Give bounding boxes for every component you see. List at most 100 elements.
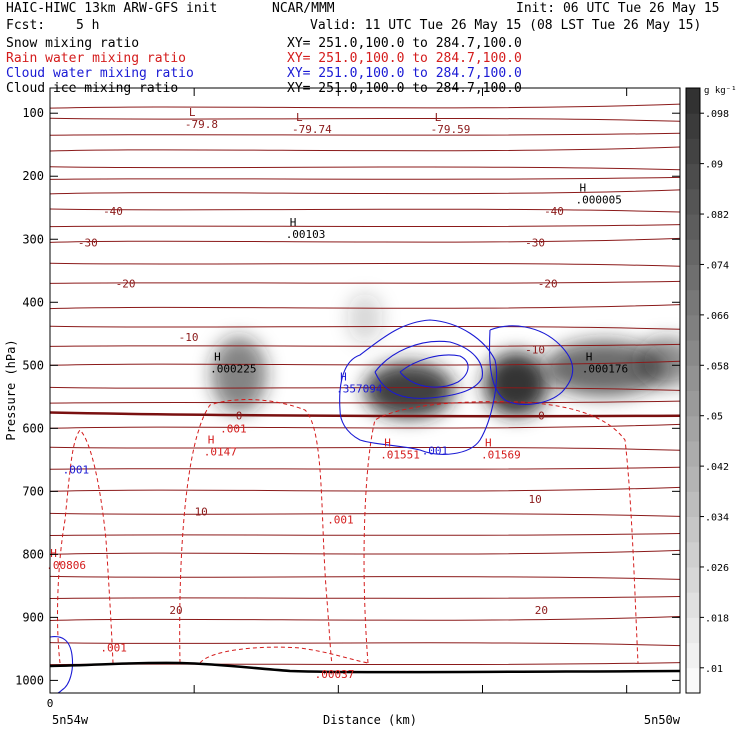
fcst-value: 5 h xyxy=(76,18,100,33)
extremum-marker: H xyxy=(580,181,587,194)
y-tick-label: 100 xyxy=(22,106,44,120)
isotherm-line xyxy=(50,166,680,171)
org-label: NCAR/MMM xyxy=(272,1,335,16)
colorbar-swatch xyxy=(686,163,700,190)
cloud-water-contour xyxy=(489,325,574,405)
extremum-marker: H xyxy=(208,434,215,447)
snow-shading-blob xyxy=(211,336,267,413)
extremum-marker: H xyxy=(384,437,391,450)
colorbar-tick-label: .034 xyxy=(705,513,729,524)
isotherm-line xyxy=(50,486,680,492)
isotherm-line xyxy=(50,146,680,152)
field-snow-xy: XY= 251.0,100.0 to 284.7,100.0 xyxy=(287,36,522,51)
extremum-marker: H xyxy=(340,371,347,384)
isotherm-line xyxy=(50,304,680,310)
colorbar-swatch xyxy=(686,264,700,291)
extremum-marker: H xyxy=(485,437,492,450)
y-tick-label: 800 xyxy=(22,547,44,561)
rain-contour xyxy=(199,646,369,664)
colorbar-swatch xyxy=(686,440,700,467)
terrain-line xyxy=(50,661,680,674)
extremum-value: .01551 xyxy=(380,449,420,462)
cloud-water-contour xyxy=(399,354,469,388)
extremum-value: .000225 xyxy=(210,362,256,375)
isotherm-label: 10 xyxy=(195,506,208,519)
isotherm-line xyxy=(50,343,680,347)
colorbar-swatch xyxy=(686,491,700,518)
y-tick-label: 400 xyxy=(22,295,44,309)
y-tick-label: 600 xyxy=(22,421,44,435)
y-tick-label: 500 xyxy=(22,358,44,372)
colorbar-tick-label: .01 xyxy=(705,664,723,675)
colorbar-swatch xyxy=(686,214,700,240)
snow-shading-blob xyxy=(544,340,665,397)
rain-contour xyxy=(363,401,639,664)
y-axis-title: Pressure (hPa) xyxy=(4,339,18,440)
isotherm-line xyxy=(50,642,680,647)
contour-value-label: .001 xyxy=(63,463,90,476)
colorbar-swatch xyxy=(686,541,700,568)
isotherm-line xyxy=(50,466,680,470)
isotherm-label: 20 xyxy=(169,604,182,617)
isotherm-line xyxy=(50,189,680,195)
contour-value-label: .001 xyxy=(327,514,354,527)
field-snow-name: Snow mixing ratio xyxy=(6,36,140,51)
isotherm-line xyxy=(50,386,680,391)
contour-value-label: .001 xyxy=(422,444,449,457)
extremum-value: -79.59 xyxy=(431,123,471,136)
isotherm-line xyxy=(50,532,680,536)
colorbar-swatch xyxy=(686,88,700,114)
temperature-contours xyxy=(50,103,680,666)
cloud-water-contour xyxy=(374,340,483,399)
extremum-value: .0147 xyxy=(204,446,237,459)
contour-value-label: .001 xyxy=(220,422,247,435)
isotherm-label: 0 xyxy=(538,410,545,423)
contour-value-label: .001 xyxy=(100,642,127,655)
isotherm-label: -20 xyxy=(116,277,136,290)
isotherm-line xyxy=(50,575,680,580)
model-title: HAIC-HIWC 13km ARW-GFS init xyxy=(6,1,218,16)
field-rain-xy: XY= 251.0,100.0 to 284.7,100.0 xyxy=(287,51,522,66)
y-tick-label: 1000 xyxy=(15,673,44,687)
extremum-value: .00103 xyxy=(286,228,326,241)
fcst-label: Fcst: xyxy=(6,18,46,33)
colorbar-tick-label: .058 xyxy=(705,361,729,372)
isotherm-line xyxy=(50,103,680,109)
isotherm-line xyxy=(50,400,680,404)
y-tick-label: 300 xyxy=(22,232,44,246)
colorbar-swatch xyxy=(686,592,700,618)
extremum-marker: L xyxy=(296,111,303,124)
colorbar-tick-label: .05 xyxy=(705,412,723,423)
plot-frame xyxy=(49,87,681,694)
isotherm-label: -30 xyxy=(78,236,98,249)
colorbar-swatch xyxy=(686,289,700,316)
isotherm-line xyxy=(50,595,680,599)
colorbar-swatch xyxy=(686,667,700,694)
colorbar-swatch xyxy=(686,365,700,391)
colorbar-unit: g kg⁻¹ xyxy=(704,86,737,96)
snow-shading-blob xyxy=(347,293,383,344)
extremum-marker: H xyxy=(50,547,57,560)
colorbar-tick-label: .042 xyxy=(705,462,729,473)
valid-time: Valid: 11 UTC Tue 26 May 15 (08 LST Tue … xyxy=(310,18,702,33)
colorbar-swatch xyxy=(686,138,700,165)
snow-shading-blob xyxy=(484,352,549,417)
field-cloudwater-name: Cloud water mixing ratio xyxy=(6,66,194,81)
isotherm-label: -20 xyxy=(538,277,558,290)
colorbar-swatch xyxy=(686,415,700,442)
extremum-marker: H xyxy=(586,350,593,363)
isotherm-label: -10 xyxy=(179,331,199,344)
isotherm-line xyxy=(50,176,680,180)
isotherm-label: -40 xyxy=(544,205,564,218)
ground-surface-line xyxy=(50,661,680,674)
zero-isotherm-line xyxy=(50,411,680,418)
isotherm-label: -10 xyxy=(525,344,545,357)
colorbar: .01 .018 .026 .034 .042 .05 .058 .066 .074 .082 .0… xyxy=(685,87,729,694)
extremum-value: .00806 xyxy=(46,559,86,572)
x-tick-label: 0 xyxy=(47,697,54,710)
isotherm-label: -30 xyxy=(525,236,545,249)
extremum-value: .01569 xyxy=(481,449,521,462)
x-start-label: 5n54w xyxy=(52,713,89,727)
